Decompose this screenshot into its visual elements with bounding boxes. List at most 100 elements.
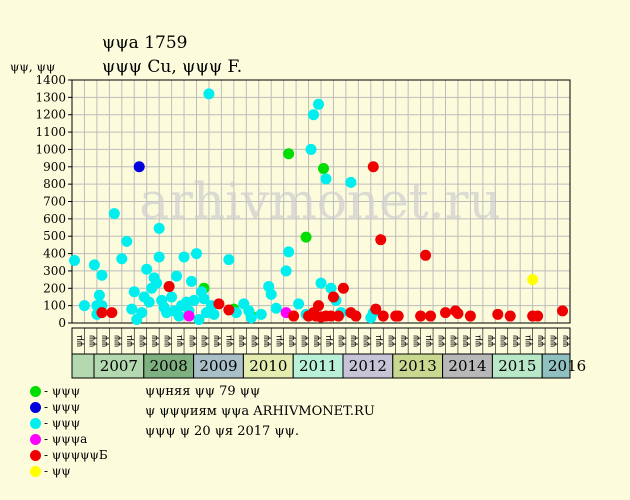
data-point	[337, 282, 349, 294]
data-point	[78, 300, 90, 312]
data-point	[143, 296, 155, 308]
data-point	[293, 298, 305, 310]
data-point	[370, 303, 382, 315]
data-point	[166, 291, 178, 303]
data-point	[327, 291, 339, 303]
year-cell	[193, 353, 244, 379]
legend-marker	[30, 450, 41, 461]
data-point	[308, 109, 320, 121]
data-point	[527, 274, 539, 286]
plot-border	[71, 79, 571, 324]
legend-label: - ψψψa	[44, 432, 88, 446]
quarter-label: ψψ	[212, 335, 222, 347]
quarter-label: ψψ	[312, 335, 322, 347]
data-point	[186, 275, 198, 287]
quarter-label: ψψ	[88, 335, 98, 347]
note-line-3: ψψψ ψ 20 ψя 2017 ψψ.	[145, 424, 299, 439]
quarter-label: ψψ	[548, 335, 558, 347]
year-label: 2013	[399, 357, 437, 375]
data-point	[183, 310, 195, 322]
quarter-label: ψμ	[424, 335, 434, 347]
quarter-label: ψμ	[175, 335, 185, 347]
data-point	[425, 310, 437, 322]
data-point	[367, 161, 379, 173]
data-point	[415, 310, 427, 322]
quarter-label: ψψ	[386, 335, 396, 347]
chart-subtitle: ψψψ Cu, ψψψ F.	[102, 57, 243, 77]
quarter-label: ψψ	[113, 335, 123, 347]
quarter-label: ψψ	[461, 335, 471, 347]
quarter-label: ψμ	[374, 335, 384, 347]
chart-title: ψψa 1759	[102, 33, 188, 53]
year-cell	[491, 353, 543, 379]
data-point	[420, 249, 432, 261]
quarter-label: ψμ	[474, 335, 484, 347]
data-point	[315, 277, 327, 289]
legend-marker	[30, 386, 41, 397]
year-cell	[242, 353, 294, 379]
data-point	[255, 308, 267, 320]
data-point	[300, 231, 312, 243]
data-point	[106, 307, 118, 319]
data-point	[557, 305, 569, 317]
data-point	[313, 98, 325, 110]
quarter-label: ψψ	[237, 335, 247, 347]
data-point	[193, 314, 205, 326]
year-label: 2011	[299, 357, 337, 375]
year-label: 2009	[199, 357, 237, 375]
legend-marker	[30, 466, 41, 477]
data-point	[325, 282, 337, 294]
data-point	[464, 310, 476, 322]
data-point	[153, 222, 165, 234]
quarter-label: ψψ	[411, 335, 421, 347]
y-tick-label: 800	[43, 177, 66, 191]
data-point	[305, 143, 317, 155]
data-point	[163, 281, 175, 293]
y-tick-label: 1400	[35, 73, 66, 87]
data-point	[213, 298, 225, 310]
year-cell-start	[71, 353, 95, 379]
scatter-chart: 0 100 200 300 400 500 600 700 800 900 1000 1100 1200…	[35, 73, 586, 379]
year-label: 2014	[448, 357, 486, 375]
legend-label: - ψψψ	[44, 400, 81, 414]
data-point	[191, 248, 202, 260]
legend-marker	[30, 402, 41, 413]
year-cell	[292, 353, 344, 379]
data-point	[126, 303, 138, 315]
quarter-label: ψψ	[399, 335, 409, 347]
year-cell	[93, 353, 145, 379]
year-label: 2010	[249, 357, 287, 375]
data-point	[392, 310, 404, 322]
data-point	[288, 310, 300, 322]
quarter-label: ψψ	[262, 335, 272, 347]
data-point	[280, 265, 292, 277]
legend-label: - ψψψψψБ	[44, 448, 108, 462]
y-tick-label: 100	[43, 299, 66, 313]
y-tick-label: 600	[43, 212, 66, 226]
legend-label: - ψψψ	[44, 416, 81, 430]
watermark: arhivmonet.ru	[139, 172, 501, 230]
quarter-label: ψψ	[187, 335, 197, 347]
legend-label: - ψψ	[44, 464, 71, 478]
data-point	[320, 173, 332, 185]
data-point	[283, 148, 295, 160]
quarter-label: ψψ	[349, 335, 359, 347]
data-point	[121, 235, 133, 247]
data-point	[133, 161, 145, 173]
data-point	[440, 307, 451, 319]
quarter-label: ψψ	[362, 335, 372, 347]
legend-marker	[30, 418, 41, 429]
data-point	[136, 307, 148, 319]
data-point	[141, 263, 153, 275]
data-point	[332, 310, 344, 322]
year-label: 2008	[150, 357, 188, 375]
data-point	[178, 251, 190, 263]
quarter-label: ψψ	[499, 335, 509, 347]
quarter-label: ψμ	[125, 335, 135, 347]
quarter-label: ψψ	[299, 335, 309, 347]
year-cell	[342, 353, 394, 379]
data-point	[116, 253, 128, 265]
year-label: 2015	[498, 357, 536, 375]
y-tick-label: 1200	[35, 108, 66, 122]
data-point	[375, 234, 387, 246]
